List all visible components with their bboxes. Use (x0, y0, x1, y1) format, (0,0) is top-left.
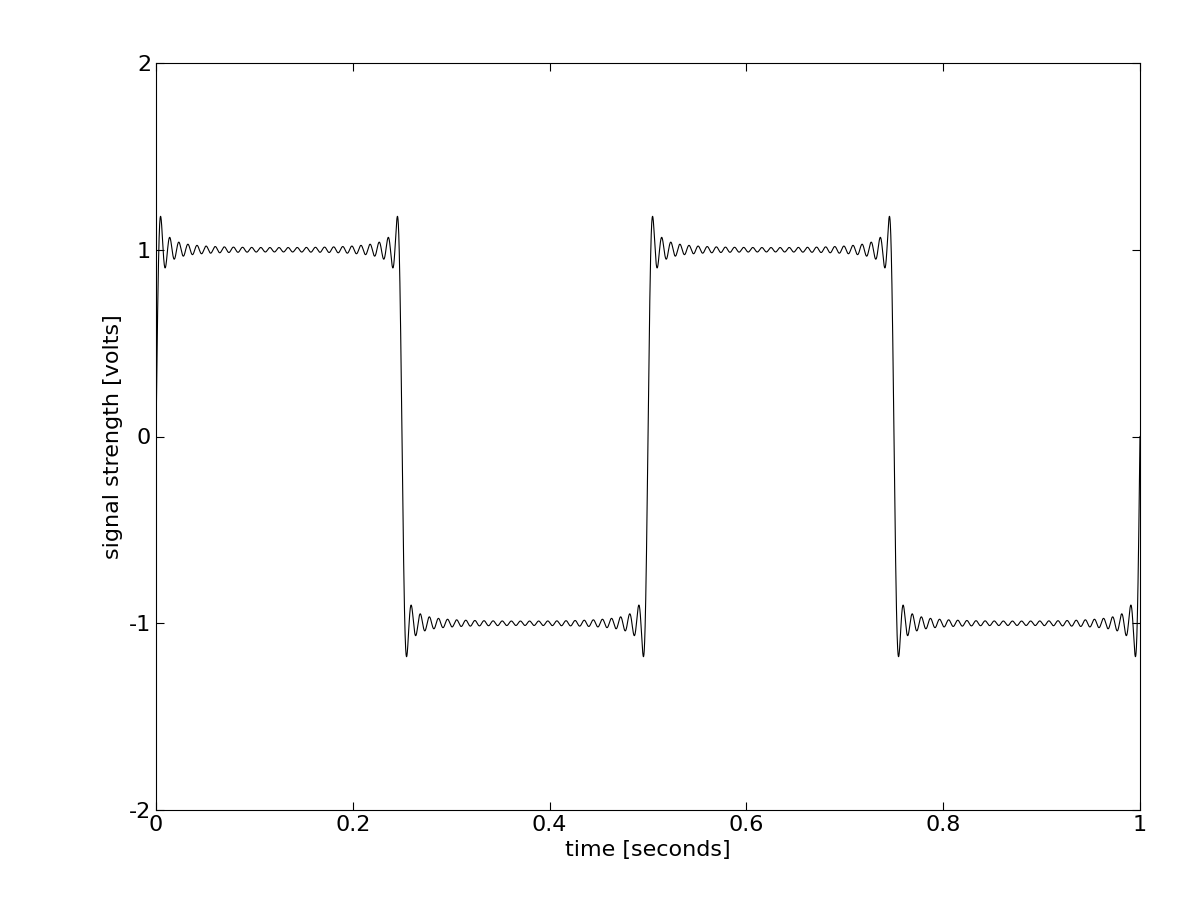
X-axis label: time [seconds]: time [seconds] (565, 841, 731, 860)
Y-axis label: signal strength [volts]: signal strength [volts] (103, 314, 124, 559)
